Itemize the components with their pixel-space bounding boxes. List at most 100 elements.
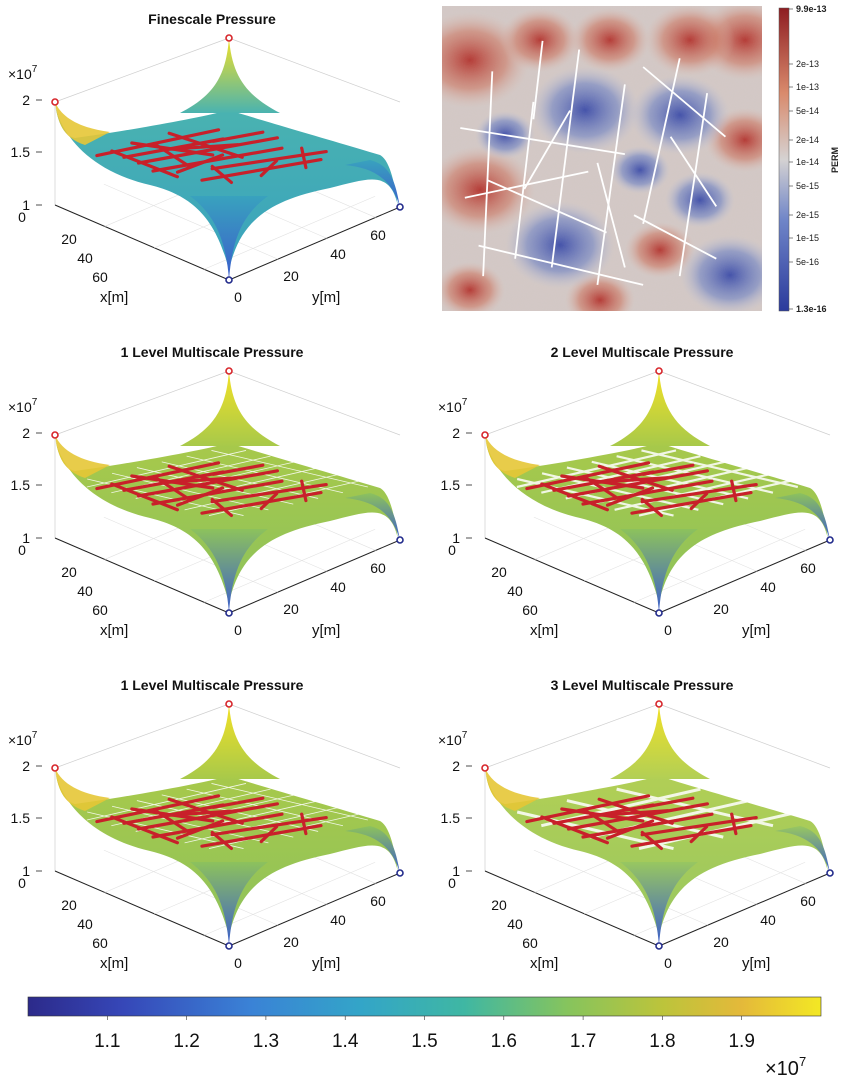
colorbar-tick-label: 1.1 bbox=[94, 1031, 120, 1052]
x-axis-label: x[m] bbox=[100, 289, 128, 306]
colorbar-tick-label: 1.5 bbox=[411, 1031, 437, 1052]
z-tick-label: 1.5 bbox=[11, 144, 31, 160]
well-marker bbox=[51, 431, 59, 439]
x-tick-label: 60 bbox=[92, 935, 108, 951]
fracture-line bbox=[166, 809, 240, 817]
multiscale-1-level-plot-top: 1 Level Multiscale Pressure21.51×1070204… bbox=[8, 344, 404, 639]
permeability-map bbox=[442, 6, 762, 311]
x-axis-label: x[m] bbox=[530, 622, 558, 639]
z-tick-label: 1 bbox=[22, 863, 30, 879]
well-marker bbox=[225, 367, 233, 375]
fractures bbox=[525, 794, 758, 851]
z-exponent: ×107 bbox=[8, 397, 38, 415]
y-tick-label: 40 bbox=[330, 579, 346, 595]
fracture-line bbox=[640, 815, 758, 837]
permeability-tick-label: 2e-14 bbox=[796, 135, 819, 145]
x-tick-label: 40 bbox=[77, 916, 93, 932]
multiscale-3-level-plot: 3 Level Multiscale Pressure21.51×1070204… bbox=[438, 677, 834, 972]
permeability-tick-label: 1e-13 bbox=[796, 82, 819, 92]
z-exponent: ×107 bbox=[438, 730, 468, 748]
fracture-line bbox=[633, 214, 717, 260]
fracture-line bbox=[95, 128, 221, 158]
plot-title: 2 Level Multiscale Pressure bbox=[551, 344, 734, 360]
multiscale-1-level-plot-bottom: 1 Level Multiscale Pressure21.51×1070204… bbox=[8, 677, 404, 972]
fracture-line bbox=[151, 146, 284, 173]
z-tick-label: 2 bbox=[452, 425, 460, 441]
fracture-line bbox=[640, 482, 758, 504]
x-tick-label: 0 bbox=[18, 875, 26, 891]
permeability-tick-label: 1.3e-16 bbox=[796, 304, 827, 314]
y-tick-label: 0 bbox=[664, 955, 672, 971]
z-tick-label: 2 bbox=[22, 758, 30, 774]
well-marker bbox=[225, 609, 233, 617]
fracture-line bbox=[642, 58, 681, 225]
fracture-line bbox=[460, 127, 625, 156]
y-tick-label: 60 bbox=[370, 560, 386, 576]
x-tick-label: 20 bbox=[491, 564, 507, 580]
permeability-tick-label: 1e-15 bbox=[796, 233, 819, 243]
fracture-line bbox=[630, 823, 753, 848]
permeability-colorbar: 9.9e-13 2e-13 1e-13 5e-14 2e-14 1e-14 5e-15 2e-… bbox=[778, 4, 840, 314]
fracture-line bbox=[95, 794, 221, 824]
y-tick-label: 40 bbox=[330, 246, 346, 262]
fracture-line bbox=[166, 143, 240, 151]
z-axis: 2 1.5 1 ×107 bbox=[8, 64, 42, 213]
permeability-tick-label: 5e-16 bbox=[796, 257, 819, 267]
z-axis: 2 1.5 1 ×107 bbox=[8, 397, 42, 546]
fracture-line bbox=[641, 463, 695, 476]
fracture-line bbox=[669, 136, 718, 207]
axes-floor bbox=[484, 870, 831, 947]
y-tick-label: 60 bbox=[370, 893, 386, 909]
colorbar-tick-label: 1.9 bbox=[728, 1031, 754, 1052]
well-marker bbox=[225, 276, 233, 284]
fracture-line bbox=[605, 486, 655, 507]
fracture-line bbox=[136, 469, 280, 498]
z-tick-label: 1 bbox=[22, 530, 30, 546]
x-tick-label: 0 bbox=[448, 875, 456, 891]
x-tick-label: 40 bbox=[77, 250, 93, 266]
fracture-line bbox=[136, 136, 280, 165]
multiscale-2-level-plot: 2 Level Multiscale Pressure21.51×1070204… bbox=[438, 344, 834, 639]
y-tick-label: 20 bbox=[713, 601, 729, 617]
well-marker bbox=[655, 700, 663, 708]
well-marker bbox=[396, 203, 404, 211]
colorbar-exponent: ×107 bbox=[765, 1054, 806, 1080]
x-tick-label: 40 bbox=[507, 916, 523, 932]
fracture-line bbox=[300, 812, 308, 836]
z-axis: 2 1.5 1 ×107 bbox=[438, 730, 472, 879]
y-axis-label: y[m] bbox=[312, 955, 340, 972]
fracture-line bbox=[730, 812, 738, 836]
well-marker bbox=[51, 98, 59, 106]
well-marker bbox=[655, 609, 663, 617]
fracture-line bbox=[642, 66, 727, 138]
y-tick-label: 40 bbox=[760, 579, 776, 595]
fracture-line bbox=[300, 479, 308, 503]
fracture-line bbox=[566, 802, 710, 831]
fracture-line bbox=[550, 49, 581, 268]
x-tick-label: 60 bbox=[92, 602, 108, 618]
well-marker bbox=[481, 764, 489, 772]
fracture-line bbox=[151, 479, 284, 506]
y-tick-label: 60 bbox=[370, 227, 386, 243]
x-axis-label: x[m] bbox=[100, 955, 128, 972]
fracture-line bbox=[300, 146, 308, 170]
z-exponent: ×107 bbox=[8, 730, 38, 748]
fracture-line bbox=[110, 482, 179, 512]
plot-title: 3 Level Multiscale Pressure bbox=[551, 677, 734, 693]
fracture-line bbox=[478, 244, 644, 286]
fracture-line bbox=[532, 40, 544, 120]
fractures bbox=[95, 128, 328, 185]
colorbar-tick-label: 1.2 bbox=[173, 1031, 199, 1052]
x-axis-label: x[m] bbox=[100, 622, 128, 639]
wells bbox=[51, 700, 404, 950]
permeability-tick-label: 5e-15 bbox=[796, 181, 819, 191]
fracture-line bbox=[596, 809, 670, 817]
y-axis: 0 20 40 60 y[m] bbox=[234, 893, 386, 972]
fracture-line bbox=[596, 84, 626, 285]
y-tick-label: 0 bbox=[664, 622, 672, 638]
x-tick-label: 20 bbox=[61, 564, 77, 580]
